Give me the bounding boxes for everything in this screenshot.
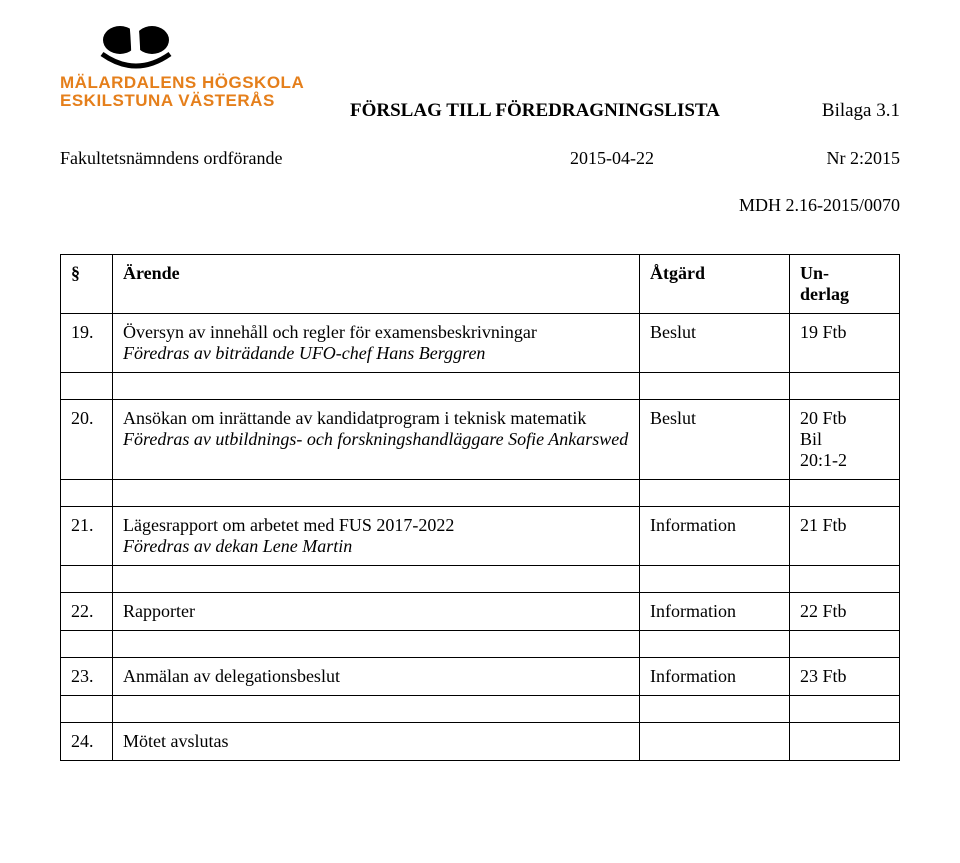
doc-date: 2015-04-22 bbox=[570, 148, 770, 169]
reference-number: MDH 2.16-2015/0070 bbox=[60, 195, 900, 216]
table-row: 23. Anmälan av delegationsbeslut Informati… bbox=[61, 657, 900, 695]
doc-title: FÖRSLAG TILL FÖREDRAGNINGSLISTA bbox=[350, 100, 720, 121]
row-title: Anmälan av delegationsbeslut bbox=[123, 666, 629, 687]
row-action: Information bbox=[640, 657, 790, 695]
spacer-row bbox=[61, 479, 900, 506]
row-attachment: 22 Ftb bbox=[790, 592, 900, 630]
appendix-label: Bilaga 3.1 bbox=[770, 100, 900, 122]
table-row: 19. Översyn av innehåll och regler för ex… bbox=[61, 313, 900, 372]
row-number: 24. bbox=[61, 722, 113, 760]
table-row: 22. Rapporter Information22 Ftb bbox=[61, 592, 900, 630]
table-row: 21. Lägesrapport om arbetet med FUS 2017-… bbox=[61, 506, 900, 565]
row-title: Mötet avslutas bbox=[123, 731, 629, 752]
row-item: Rapporter bbox=[113, 592, 640, 630]
row-presenter: Föredras av utbildnings- och forskningsh… bbox=[123, 429, 629, 450]
row-action: Information bbox=[640, 506, 790, 565]
row-number: 21. bbox=[61, 506, 113, 565]
logo-mark-icon bbox=[96, 20, 176, 76]
row-attachment: 20 Ftb Bil 20:1-2 bbox=[790, 399, 900, 479]
row-item: Mötet avslutas bbox=[113, 722, 640, 760]
spacer-row bbox=[61, 630, 900, 657]
agenda-table: § Ärende Åtgärd Un- derlag 19. Översyn av… bbox=[60, 254, 900, 761]
table-row: 20. Ansökan om inrättande av kandidatprog… bbox=[61, 399, 900, 479]
logo: MÄLARDALENS HÖGSKOLA ESKILSTUNA VÄSTERÅS bbox=[60, 20, 900, 110]
row-presenter: Föredras av dekan Lene Martin bbox=[123, 536, 629, 557]
row-number: 22. bbox=[61, 592, 113, 630]
spacer-row bbox=[61, 565, 900, 592]
row-number: 20. bbox=[61, 399, 113, 479]
row-number: 19. bbox=[61, 313, 113, 372]
row-action: Information bbox=[640, 592, 790, 630]
issuer: Fakultetsnämndens ordförande bbox=[60, 148, 570, 169]
row-presenter: Föredras av biträdande UFO-chef Hans Ber… bbox=[123, 343, 629, 364]
row-item: Översyn av innehåll och regler för exame… bbox=[113, 313, 640, 372]
logo-text: MÄLARDALENS HÖGSKOLA ESKILSTUNA VÄSTERÅS bbox=[60, 74, 304, 110]
spacer-row bbox=[61, 695, 900, 722]
row-attachment: 19 Ftb bbox=[790, 313, 900, 372]
table-header-row: § Ärende Åtgärd Un- derlag bbox=[61, 254, 900, 313]
row-title: Lägesrapport om arbetet med FUS 2017-202… bbox=[123, 515, 629, 536]
col-header-action: Åtgärd bbox=[640, 254, 790, 313]
row-title: Rapporter bbox=[123, 601, 629, 622]
row-title: Översyn av innehåll och regler för exame… bbox=[123, 322, 629, 343]
row-item: Anmälan av delegationsbeslut bbox=[113, 657, 640, 695]
row-attachment: 21 Ftb bbox=[790, 506, 900, 565]
col-header-attach: Un- derlag bbox=[790, 254, 900, 313]
spacer-row bbox=[61, 372, 900, 399]
row-attachment bbox=[790, 722, 900, 760]
table-row: 24. Mötet avslutas bbox=[61, 722, 900, 760]
agenda-body: 19. Översyn av innehåll och regler för ex… bbox=[61, 313, 900, 760]
row-action bbox=[640, 722, 790, 760]
row-attachment: 23 Ftb bbox=[790, 657, 900, 695]
logo-line2: ESKILSTUNA VÄSTERÅS bbox=[60, 92, 304, 110]
row-item: Ansökan om inrättande av kandidatprogram… bbox=[113, 399, 640, 479]
document-page: MÄLARDALENS HÖGSKOLA ESKILSTUNA VÄSTERÅS… bbox=[0, 0, 960, 863]
row-number: 23. bbox=[61, 657, 113, 695]
row-title: Ansökan om inrättande av kandidatprogram… bbox=[123, 408, 629, 429]
row-item: Lägesrapport om arbetet med FUS 2017-202… bbox=[113, 506, 640, 565]
subheader-row: Fakultetsnämndens ordförande 2015-04-22 … bbox=[60, 148, 900, 169]
row-action: Beslut bbox=[640, 399, 790, 479]
logo-line1: MÄLARDALENS HÖGSKOLA bbox=[60, 74, 304, 92]
col-header-num: § bbox=[61, 254, 113, 313]
col-header-item: Ärende bbox=[113, 254, 640, 313]
row-action: Beslut bbox=[640, 313, 790, 372]
meeting-number: Nr 2:2015 bbox=[770, 148, 900, 169]
